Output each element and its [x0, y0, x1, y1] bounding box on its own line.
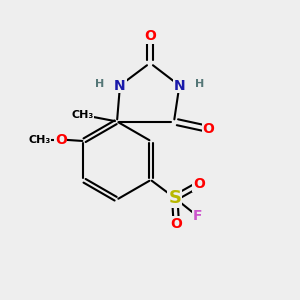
Text: CH₃: CH₃: [71, 110, 94, 120]
Text: O: O: [193, 178, 205, 191]
Text: O: O: [202, 122, 214, 136]
Text: H: H: [195, 79, 204, 89]
Text: N: N: [174, 79, 185, 92]
Text: O: O: [170, 217, 182, 230]
Text: F: F: [193, 209, 202, 223]
Text: O: O: [55, 133, 67, 146]
Text: H: H: [95, 79, 104, 89]
Text: N: N: [114, 79, 126, 92]
Text: O: O: [144, 29, 156, 43]
Text: S: S: [168, 189, 181, 207]
Text: CH₃: CH₃: [28, 134, 51, 145]
